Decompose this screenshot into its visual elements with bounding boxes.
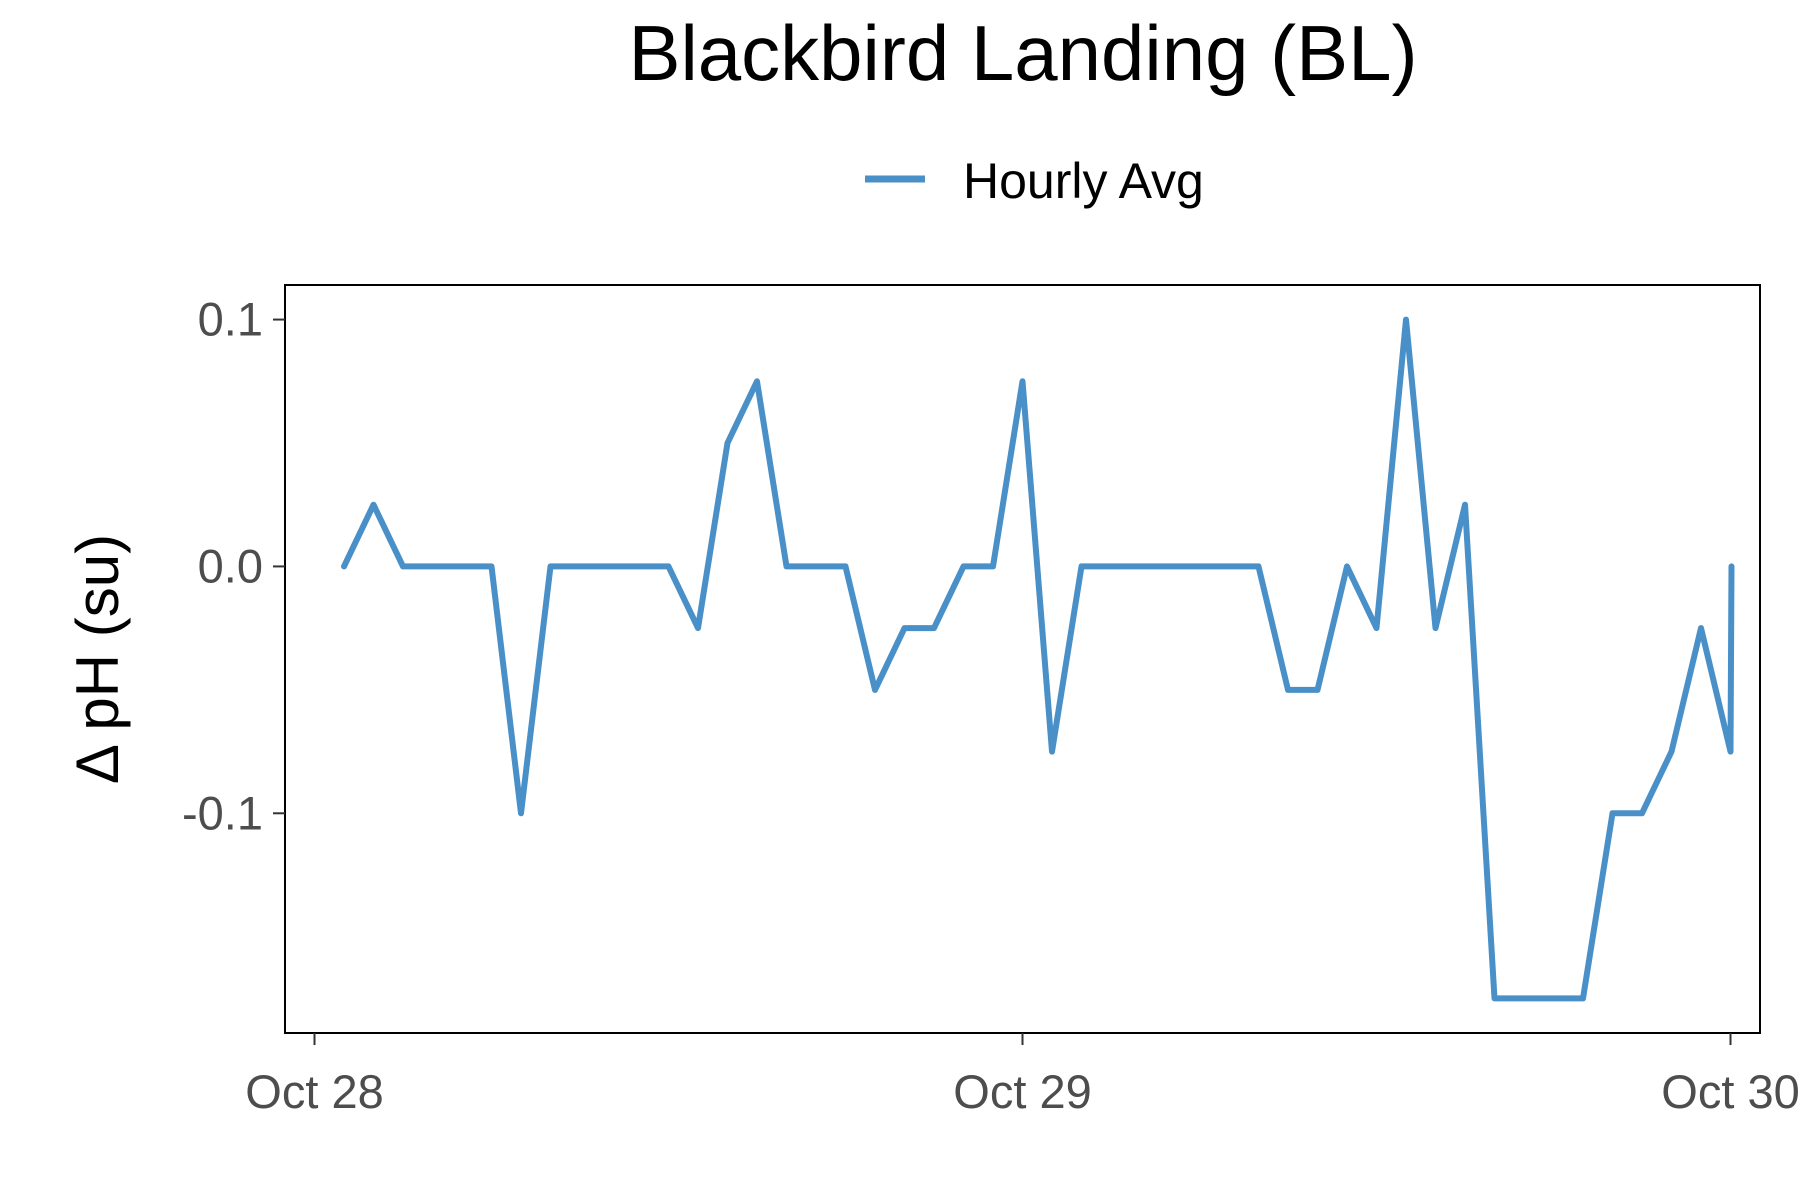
chart-title: Blackbird Landing (BL) bbox=[628, 9, 1417, 97]
x-tick-label: Oct 29 bbox=[953, 1065, 1091, 1118]
legend-label-hourly-avg: Hourly Avg bbox=[963, 153, 1204, 209]
y-axis-title: Δ pH (su) bbox=[64, 534, 131, 784]
legend: Hourly Avg bbox=[865, 153, 1204, 209]
x-axis: Oct 28 Oct 29 Oct 30 bbox=[245, 1033, 1800, 1118]
y-axis: 0.1 0.0 -0.1 bbox=[182, 293, 285, 839]
x-tick-label: Oct 30 bbox=[1661, 1065, 1799, 1118]
series-line-hourly-avg bbox=[341, 316, 1735, 1002]
y-tick-label: 0.1 bbox=[198, 293, 263, 346]
y-tick-label: -0.1 bbox=[182, 786, 263, 839]
y-tick-label: 0.0 bbox=[198, 539, 263, 592]
x-tick-label: Oct 28 bbox=[245, 1065, 383, 1118]
